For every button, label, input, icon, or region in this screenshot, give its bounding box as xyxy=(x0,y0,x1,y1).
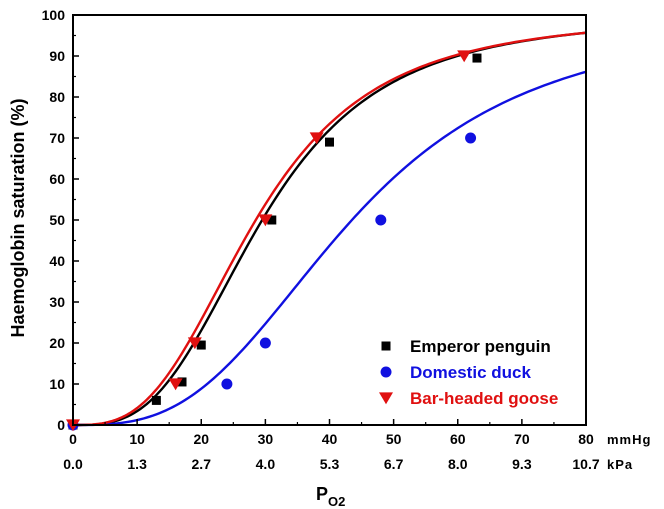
y-tick-label: 20 xyxy=(49,335,65,351)
y-axis-ticks: 0 10 20 30 40 50 60 70 80 90 100 xyxy=(42,7,79,433)
y-tick-label: 70 xyxy=(49,130,65,146)
y-tick-label: 60 xyxy=(49,171,65,187)
y-tick-label: 50 xyxy=(49,212,65,228)
x-axis-title-sub: O2 xyxy=(328,494,345,509)
data-point xyxy=(457,50,472,63)
x-tick-label: 60 xyxy=(450,431,466,447)
x-axis-title-main: P xyxy=(316,484,328,504)
x-tick-label: 10 xyxy=(129,431,145,447)
data-point xyxy=(267,215,277,225)
data-point xyxy=(177,377,187,387)
x-tick-label: 20 xyxy=(193,431,209,447)
x-tick-label: 40 xyxy=(322,431,338,447)
fit-curve-bar-headed-goose xyxy=(73,31,587,427)
y-tick-label: 80 xyxy=(49,89,65,105)
y-axis-title: Haemoglobin saturation (%) xyxy=(8,98,28,337)
legend-label: Domestic duck xyxy=(410,363,531,382)
y-tick-label: 90 xyxy=(49,48,65,64)
data-point xyxy=(221,378,233,390)
x-tick-label: 0 xyxy=(69,431,77,447)
legend-marker xyxy=(381,341,391,351)
legend-label: Emperor penguin xyxy=(410,337,551,356)
x-tick-label: 70 xyxy=(514,431,530,447)
x-axis-title: PO2 xyxy=(316,484,345,509)
fit-curves xyxy=(73,31,587,427)
x-secondary-tick-label: 6.7 xyxy=(384,456,404,472)
y-tick-label: 100 xyxy=(42,7,66,23)
y-tick-label: 40 xyxy=(49,253,65,269)
y-tick-label: 10 xyxy=(49,376,65,392)
legend-marker xyxy=(379,392,393,405)
x-secondary-tick-label: 1.3 xyxy=(127,456,147,472)
x-secondary-tick-label: 0.0 xyxy=(63,456,83,472)
x-tick-label: 50 xyxy=(386,431,402,447)
x-secondary-tick-label: 2.7 xyxy=(192,456,212,472)
x-secondary-tick-label: 10.7 xyxy=(572,456,599,472)
x-unit-primary: mmHg xyxy=(607,432,651,447)
x-secondary-tick-label: 9.3 xyxy=(512,456,532,472)
y-tick-label: 30 xyxy=(49,294,65,310)
x-secondary-tick-label: 8.0 xyxy=(448,456,468,472)
x-secondary-tick-label: 5.3 xyxy=(320,456,340,472)
data-point xyxy=(325,137,334,147)
x-secondary-tick-label: 4.0 xyxy=(256,456,276,472)
data-point xyxy=(375,214,387,226)
data-point xyxy=(196,340,206,350)
data-point xyxy=(187,337,202,350)
legend-label: Bar-headed goose xyxy=(410,389,558,408)
data-point xyxy=(472,53,482,63)
data-point xyxy=(151,395,161,405)
x-unit-secondary: kPa xyxy=(607,457,633,472)
x-axis-ticks: 0 0.0 10 1.3 20 2.7 30 4.0 40 5.3 50 6.7 60 8.0 70 9.3 8… xyxy=(63,419,600,472)
data-point xyxy=(259,337,271,349)
data-point xyxy=(258,214,273,227)
data-point xyxy=(465,132,477,144)
x-tick-label: 80 xyxy=(578,431,594,447)
data-point xyxy=(168,378,183,391)
data-point xyxy=(309,132,324,145)
legend-marker xyxy=(380,366,392,378)
fit-curve-domestic-duck xyxy=(73,70,587,427)
x-tick-label: 30 xyxy=(258,431,274,447)
y-tick-label: 0 xyxy=(57,417,65,433)
legend: Emperor penguin Domestic duck Bar-headed g… xyxy=(379,337,558,408)
